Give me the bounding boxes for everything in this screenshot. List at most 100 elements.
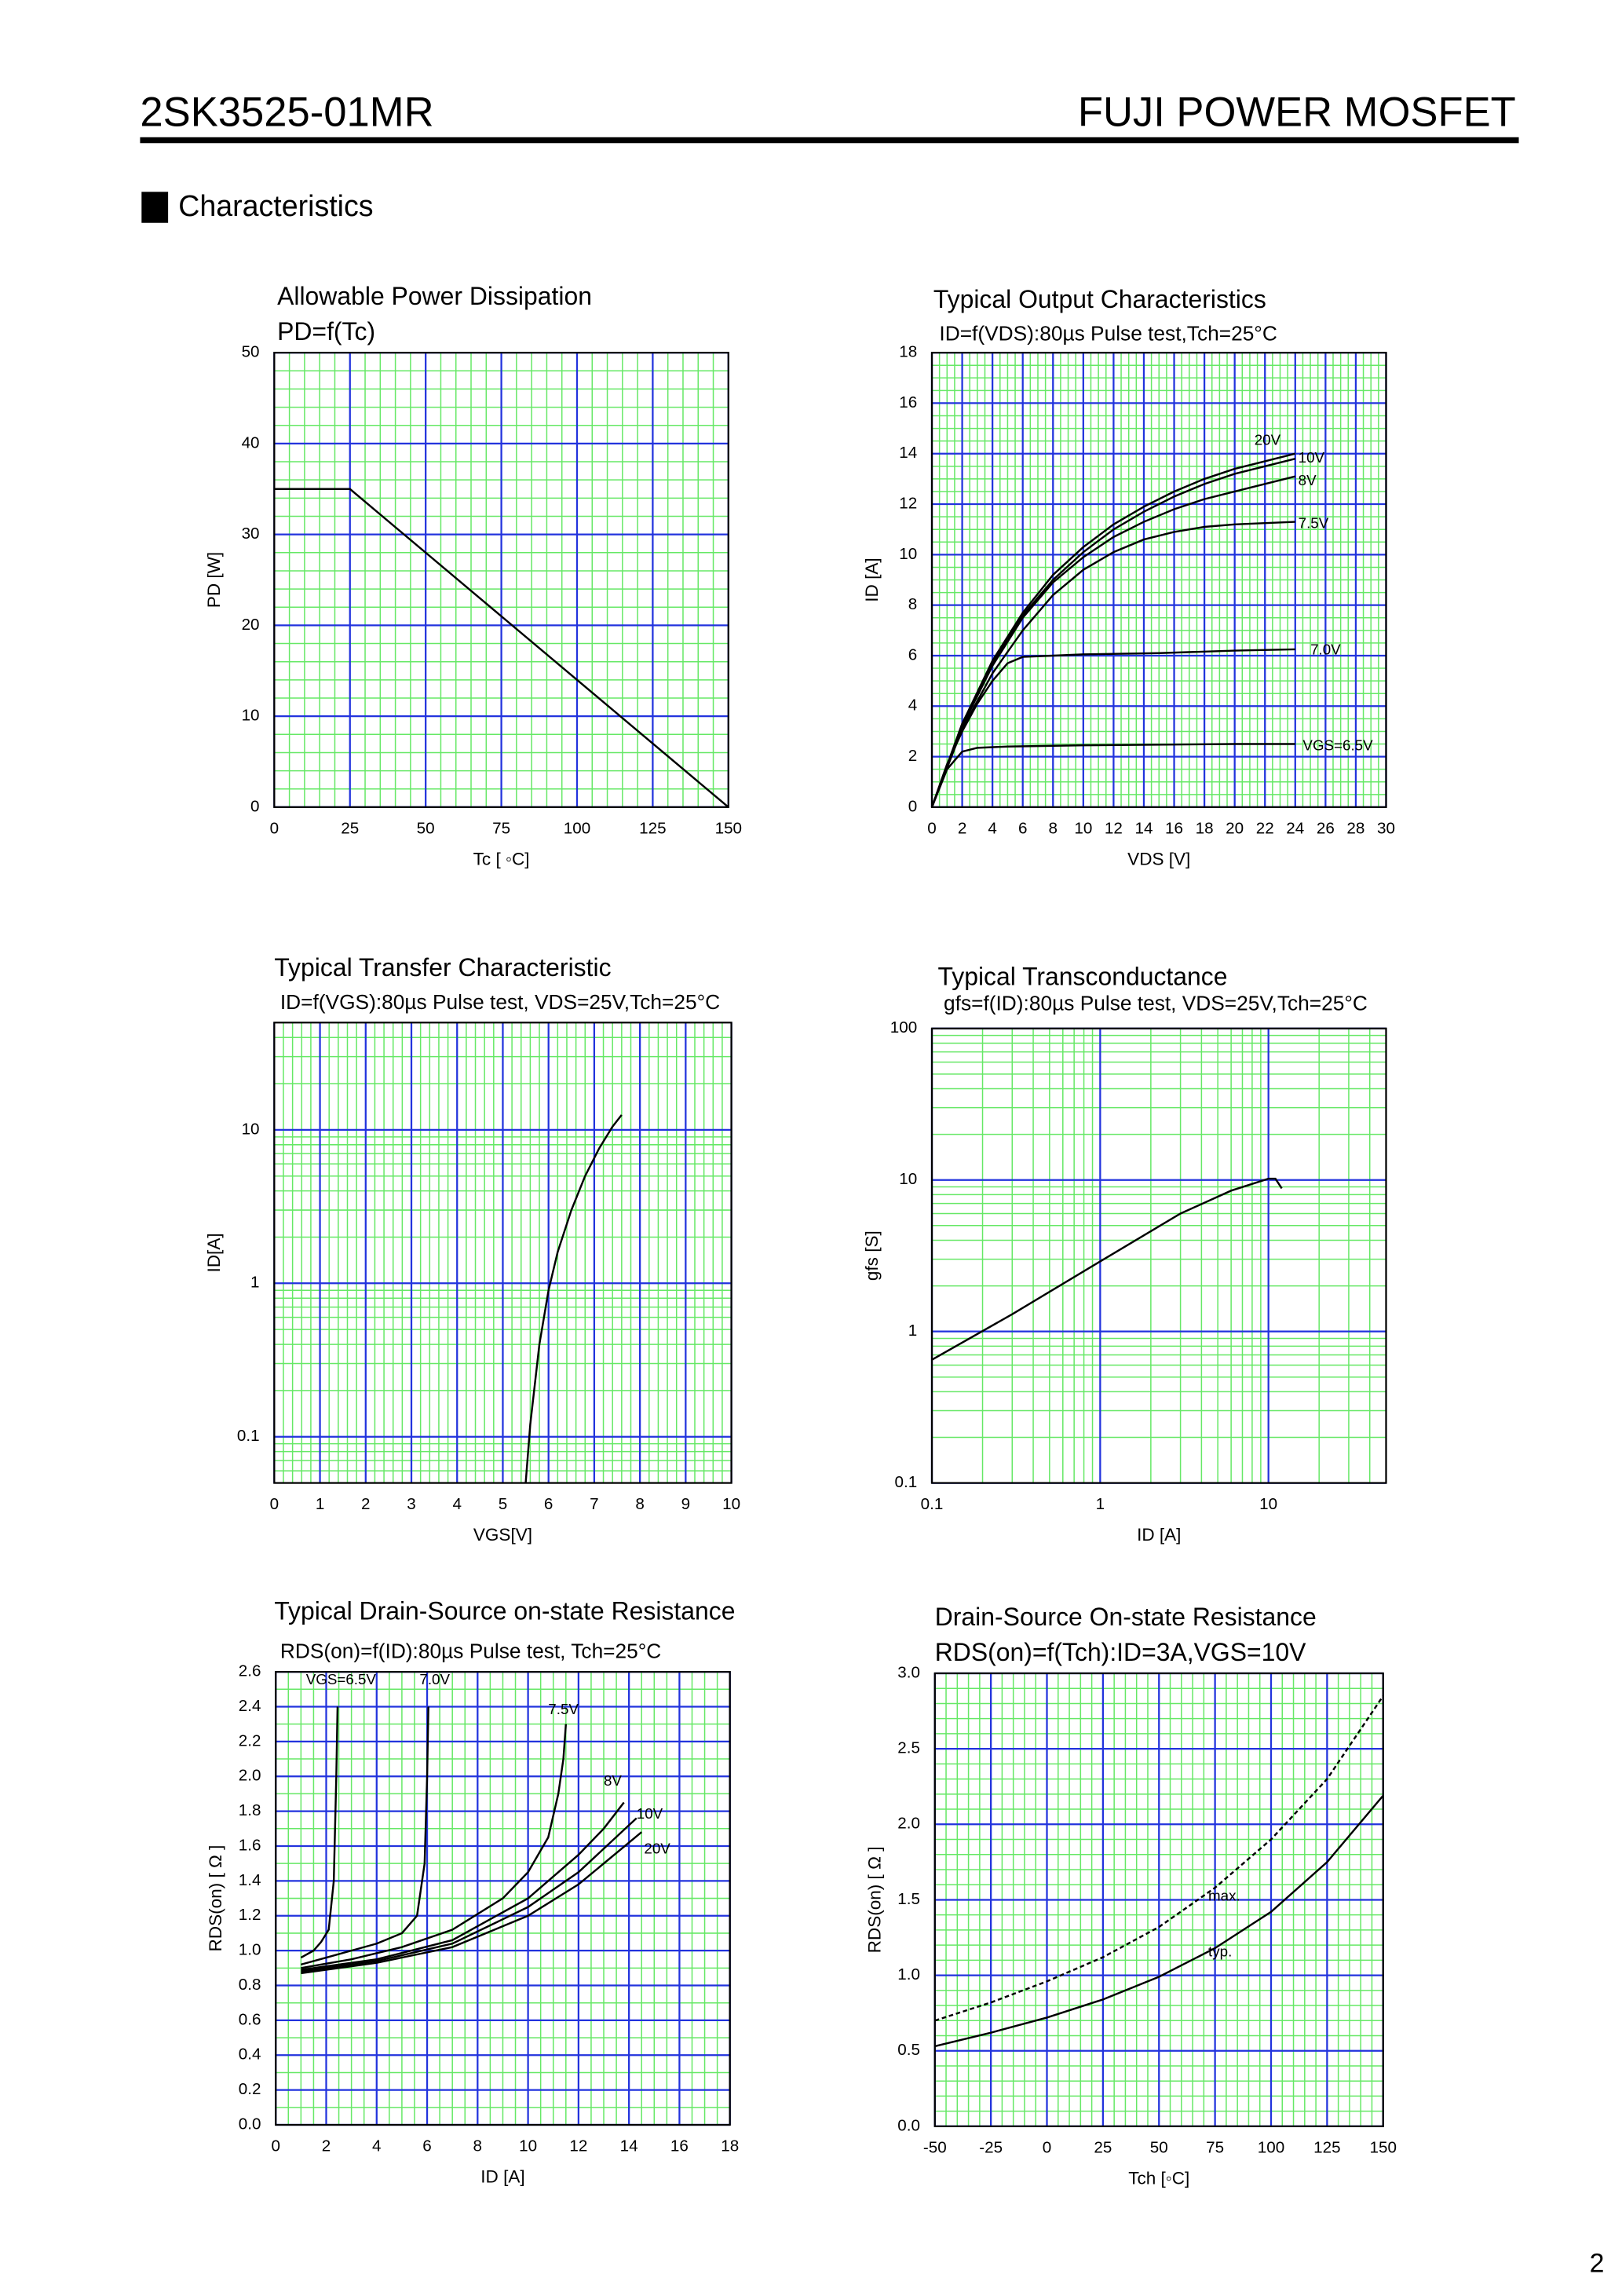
chart-subtitle: ID=f(VGS):80µs Pulse test, VDS=25V,Tch=2… — [280, 990, 720, 1014]
x-axis-label: VGS[V] — [473, 1525, 532, 1545]
y-tick-label: 40 — [242, 433, 260, 452]
x-tick-label: 100 — [1258, 2139, 1284, 2157]
curve — [930, 743, 1295, 808]
x-axis-label: ID [A] — [1137, 1525, 1181, 1545]
x-tick-label: 12 — [569, 2137, 587, 2155]
curve-label: 20V — [1255, 432, 1281, 448]
x-axis-label: ID [A] — [480, 2167, 524, 2187]
chart-title: Typical Drain-Source on-state Resistance — [274, 1596, 735, 1625]
y-tick-label: 50 — [242, 343, 260, 361]
x-tick-label: 16 — [670, 2137, 689, 2155]
plot-border — [275, 1670, 731, 2126]
x-tick-label: 100 — [564, 820, 590, 838]
x-tick-label: 10 — [1074, 820, 1092, 838]
y-tick-label: 1.0 — [897, 1965, 920, 1983]
x-tick-label: 26 — [1317, 820, 1335, 838]
y-tick-label: 8 — [908, 595, 917, 613]
chart-subtitle: RDS(on)=f(ID):80µs Pulse test, Tch=25°C — [280, 1640, 661, 1663]
y-tick-label: 2.6 — [239, 1662, 261, 1680]
y-tick-label: 0 — [908, 797, 917, 815]
curve-label: 20V — [644, 1840, 670, 1856]
y-tick-label: 0.1 — [895, 1473, 918, 1491]
y-tick-label: 0.1 — [237, 1427, 260, 1445]
y-tick-label: 1.5 — [897, 1890, 920, 1908]
y-tick-label: 100 — [890, 1018, 917, 1036]
y-tick-label: 2.0 — [239, 1767, 261, 1785]
y-tick-label: 2.5 — [897, 1739, 920, 1757]
x-axis-label: VDS [V] — [1127, 850, 1190, 869]
chart-subtitle: gfs=f(ID):80µs Pulse test, VDS=25V,Tch=2… — [944, 992, 1368, 1015]
curve-label: 7.5V — [1299, 515, 1329, 532]
chart-title: Typical Transfer Characteristic — [274, 953, 611, 982]
curve-label: 7.5V — [548, 1701, 579, 1717]
x-tick-label: 50 — [1150, 2139, 1168, 2157]
y-tick-label: 0.0 — [897, 2116, 920, 2134]
curve — [931, 1177, 1283, 1361]
y-tick-label: 1.8 — [239, 1801, 261, 1819]
y-axis-label: PD [W] — [204, 552, 224, 608]
chart-subtitle: PD=f(Tc) — [277, 317, 375, 345]
x-axis-label: Tch [◦C] — [1128, 2168, 1189, 2188]
chart-subtitle: ID=f(VDS):80µs Pulse test,Tch=25°C — [939, 322, 1277, 345]
y-tick-label: 1.0 — [239, 1941, 261, 1959]
x-tick-label: 25 — [341, 820, 359, 838]
y-tick-label: 2.2 — [239, 1731, 261, 1749]
curve-label: 10V — [637, 1805, 663, 1822]
x-tick-label: 0 — [1043, 2139, 1051, 2157]
x-tick-label: 16 — [1165, 820, 1183, 838]
y-tick-label: 10 — [899, 545, 917, 563]
x-tick-label: 125 — [1313, 2139, 1340, 2157]
curve — [930, 452, 1296, 808]
x-tick-label: 22 — [1256, 820, 1274, 838]
x-tick-label: 6 — [1018, 820, 1027, 838]
curve — [301, 1817, 637, 1972]
x-tick-label: 75 — [1206, 2139, 1224, 2157]
x-axis-label: Tc [ ◦C] — [473, 850, 530, 869]
x-tick-label: 30 — [1377, 820, 1395, 838]
x-tick-label: -25 — [979, 2139, 1003, 2157]
brand: FUJI POWER MOSFET — [1078, 89, 1516, 135]
chart-title: Typical Transconductance — [938, 962, 1228, 990]
x-tick-label: 6 — [422, 2137, 431, 2155]
x-tick-label: 0 — [270, 1495, 279, 1513]
curve-label: 8V — [1299, 472, 1317, 488]
x-tick-label: 10 — [1259, 1495, 1277, 1513]
y-tick-label: 0.6 — [239, 2010, 261, 2028]
y-tick-label: 4 — [908, 696, 917, 715]
curve-label: VGS=6.5V — [1302, 737, 1373, 754]
y-tick-label: 18 — [899, 343, 917, 361]
x-tick-label: 75 — [492, 820, 510, 838]
page-number: 2 — [1590, 2248, 1605, 2278]
x-tick-label: 8 — [473, 2137, 482, 2155]
x-tick-label: 7 — [590, 1495, 598, 1513]
y-tick-label: 3.0 — [897, 1663, 920, 1681]
x-tick-label: 4 — [988, 820, 996, 838]
x-tick-label: 4 — [372, 2137, 381, 2155]
y-tick-label: 0 — [250, 797, 259, 815]
x-tick-label: 1 — [1096, 1495, 1105, 1513]
x-tick-label: 14 — [1134, 820, 1153, 838]
y-tick-label: 0.0 — [239, 2115, 261, 2133]
x-tick-label: 12 — [1105, 820, 1123, 838]
y-tick-label: 1 — [250, 1274, 259, 1292]
x-tick-label: 125 — [639, 820, 666, 838]
x-tick-label: 28 — [1346, 820, 1364, 838]
y-tick-label: 1 — [908, 1322, 917, 1340]
y-tick-label: 2.4 — [239, 1697, 261, 1715]
chart-subtitle: RDS(on)=f(Tch):ID=3A,VGS=10V — [935, 1638, 1306, 1666]
section-title: Characteristics — [178, 189, 373, 222]
x-tick-label: 1 — [316, 1495, 324, 1513]
curve — [300, 1706, 339, 1959]
header-rule — [140, 137, 1519, 144]
y-tick-label: 1.2 — [239, 1906, 261, 1924]
y-tick-label: 6 — [908, 645, 917, 664]
x-tick-label: 10 — [519, 2137, 537, 2155]
y-tick-label: 10 — [242, 1120, 260, 1138]
curve — [301, 1706, 429, 1966]
plot-area — [932, 1028, 1386, 1483]
x-tick-label: 8 — [635, 1495, 644, 1513]
curve — [524, 1114, 623, 1483]
x-tick-label: 0.1 — [921, 1495, 944, 1513]
